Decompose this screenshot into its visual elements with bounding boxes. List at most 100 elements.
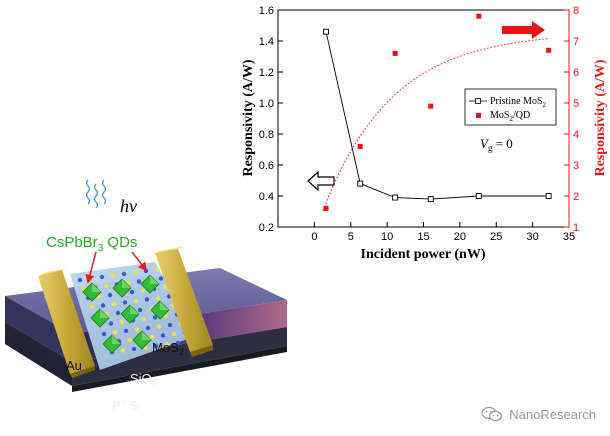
- au-electrode-right: [155, 249, 213, 352]
- lattice-atom: [158, 276, 164, 281]
- x-tick-label: 10: [381, 231, 393, 243]
- substrate-side: [5, 296, 72, 362]
- lattice-atom: [77, 277, 83, 283]
- qd-cube-facet: [150, 275, 159, 284]
- lattice-atom: [153, 343, 159, 349]
- lattice-atom: [131, 346, 137, 352]
- point-mos2qd: [476, 13, 482, 19]
- legend-label-mos2qd: MoS2/QD: [490, 110, 530, 123]
- watermark: NanoResearch: [481, 406, 596, 422]
- lattice-atom: [132, 270, 138, 275]
- substrate-bottom: [72, 346, 287, 392]
- qd-cube-facet: [92, 283, 101, 292]
- point-pristine: [323, 28, 329, 35]
- x-tick-label: 30: [527, 231, 539, 243]
- x-axis-ticks: 0 5 10 15 20 25 30 35: [311, 222, 575, 243]
- lattice-atom: [171, 331, 177, 337]
- legend-marker-mos2qd: [476, 113, 481, 118]
- y-left-tick-label: 1.0: [259, 98, 274, 110]
- qd-cube-facet: [130, 305, 139, 314]
- lattice-atom: [129, 289, 135, 295]
- point-pristine: [392, 194, 399, 201]
- lattice-atom: [111, 301, 117, 307]
- au-electrode-left: [38, 270, 95, 374]
- wechat-icon: [481, 406, 503, 422]
- lattice-atom: [136, 279, 142, 284]
- lattice-atom: [123, 328, 129, 334]
- lattice-atom: [115, 310, 121, 316]
- lattice-atom: [134, 327, 140, 332]
- device-schematic: hν CsPbBr3 QDs Au MoS2 SiO2 P+ Si: [5, 179, 287, 413]
- y-left-tick-label: 0.6: [259, 160, 274, 172]
- watermark-text: NanoResearch: [509, 406, 596, 422]
- responsivity-chart: 0 5 10 15 20 25 30 35 0.20.40.60.81.01.21.41.6 …: [241, 5, 608, 262]
- series-line-pristine: [325, 31, 549, 200]
- lattice-atom: [110, 273, 116, 278]
- lattice-atom: [167, 322, 173, 328]
- lattice-atom: [89, 304, 95, 310]
- lattice-atom: [156, 324, 162, 329]
- x-axis-label: Incident power (nW): [361, 247, 486, 262]
- point-mos2qd: [357, 143, 363, 149]
- lattice-atom: [101, 331, 107, 337]
- legend-label-pristine: Pristine MoS2: [490, 96, 547, 109]
- qd-clusters: [82, 274, 170, 354]
- point-mos2qd: [392, 50, 398, 56]
- legend: Pristine MoS2 MoS2/QD: [464, 88, 557, 126]
- lattice-atom: [108, 321, 114, 326]
- mos2-label: MoS2: [152, 340, 184, 357]
- lattice-atom: [145, 325, 151, 331]
- qd-cube-facet: [142, 331, 151, 340]
- fit-curve: [322, 38, 548, 211]
- point-mos2qd: [323, 205, 329, 211]
- lattice-atom: [133, 298, 139, 304]
- lattice-atom: [122, 300, 128, 305]
- x-tick-label: 25: [490, 231, 502, 243]
- qd-arrow-left: [85, 251, 97, 284]
- y-right-tick-label: 4: [573, 129, 579, 141]
- y-right-tick-label: 1: [573, 222, 579, 234]
- lattice-atom: [162, 285, 168, 290]
- light-wave-icon: [85, 179, 107, 209]
- fit-curve-path: [322, 38, 548, 211]
- lattice-atom: [103, 283, 109, 289]
- qd-cube-facet: [112, 335, 121, 344]
- mos2-lattice: [77, 265, 192, 355]
- y-left-tick-label: 1.6: [259, 5, 274, 17]
- lattice-atom: [149, 334, 155, 340]
- qd-cube-facet: [100, 309, 109, 318]
- qd-arrow-right: [131, 251, 148, 272]
- lattice-atom: [144, 297, 150, 302]
- x-tick-label: 35: [563, 231, 575, 243]
- series-layer: [323, 13, 552, 211]
- right-axis-arrow: [502, 21, 545, 39]
- lattice-atom: [120, 348, 126, 353]
- y-left-tick-label: 0.4: [259, 191, 274, 203]
- y-right-tick-label: 2: [573, 191, 579, 203]
- lattice-atom: [163, 313, 169, 319]
- point-pristine: [427, 196, 434, 203]
- lattice-atom: [112, 330, 118, 335]
- lattice-atom: [175, 340, 181, 346]
- y-right-axis-ticks: 1 2 3 4 5 6 7 8: [564, 5, 579, 234]
- x-tick-label: 15: [417, 231, 429, 243]
- lattice-atom: [99, 274, 105, 280]
- point-mos2qd: [428, 103, 434, 109]
- y-right-tick-label: 5: [573, 98, 579, 110]
- psi-layer-front: [72, 327, 287, 386]
- qd-cube-facet: [122, 279, 131, 288]
- lattice-atom: [119, 319, 125, 325]
- lattice-atom: [154, 267, 160, 272]
- left-axis-arrow: [307, 170, 335, 192]
- au-label: Au: [66, 358, 82, 373]
- gate-voltage-annotation: Vg = 0: [480, 136, 513, 153]
- y-left-tick-label: 1.2: [259, 67, 274, 79]
- psi-layer-side: [5, 322, 72, 386]
- y-right-tick-label: 6: [573, 67, 579, 79]
- x-tick-label: 5: [348, 231, 354, 243]
- sio2-label: SiO2: [130, 371, 157, 388]
- lattice-atom: [140, 288, 146, 293]
- y-left-axis-label: Responsivity (A/W): [241, 59, 256, 176]
- lattice-atom: [164, 342, 170, 347]
